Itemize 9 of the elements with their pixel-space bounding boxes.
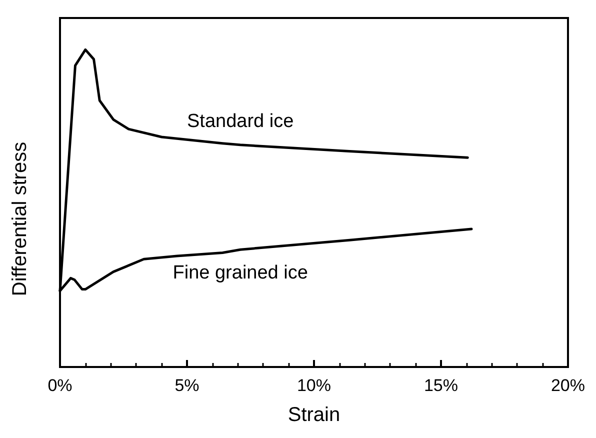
x-tick-label: 15% [424, 376, 458, 395]
series-label: Fine grained ice [172, 262, 308, 284]
x-axis-title: Strain [288, 404, 340, 426]
y-axis-title: Differential stress [9, 142, 31, 296]
x-tick-label: 0% [48, 376, 72, 395]
series-label: Standard ice [186, 110, 294, 132]
x-tick-label: 10% [296, 376, 332, 395]
x-tick-label: 20% [550, 376, 586, 395]
x-tick-label: 5% [174, 376, 200, 395]
